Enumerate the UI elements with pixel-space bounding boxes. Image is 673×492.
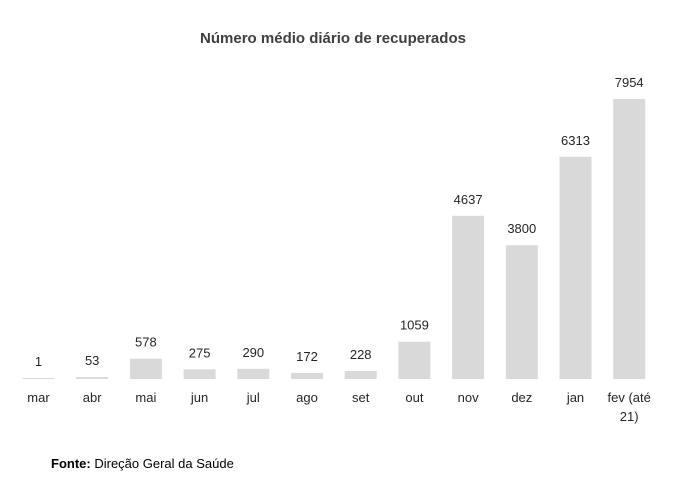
bar-5: [291, 372, 323, 379]
bars-group: [22, 99, 646, 379]
bar-1: [76, 377, 109, 379]
data-label-5: 172: [296, 349, 318, 364]
bar-10: [559, 156, 592, 379]
data-label-6: 228: [350, 347, 372, 362]
tick-label-10: jan: [566, 390, 584, 405]
tick-label-11: fev (até 21): [608, 390, 651, 424]
data-label-7: 1059: [400, 318, 429, 333]
data-label-1: 53: [85, 353, 99, 368]
data-label-11: 7954: [615, 75, 644, 90]
tick-label-1: abr: [83, 390, 102, 405]
bar-9: [505, 245, 538, 379]
tick-label-5: ago: [296, 390, 318, 405]
data-label-3: 275: [189, 345, 211, 360]
data-label-9: 3800: [507, 221, 536, 236]
bar-11: [613, 99, 646, 379]
data-label-0: 1: [35, 354, 42, 369]
bar-3: [183, 369, 216, 379]
source-note: Fonte: Direção Geral da Saúde: [51, 456, 234, 471]
tick-label-2: mai: [135, 390, 156, 405]
chart-title: Número médio diário de recuperados: [200, 30, 466, 47]
x-axis-tick-labels: mar abr mai jun jul ago set out nov dez jan fev (at…: [27, 390, 651, 424]
tick-label-8: nov: [458, 390, 479, 405]
data-label-4: 290: [242, 345, 264, 360]
data-label-8: 4637: [454, 192, 483, 207]
bar-6: [344, 371, 377, 379]
tick-label-7: out: [405, 390, 423, 405]
data-labels-group: 1 53 578 275 290 172 228 1059 4637 3800 6313 7954: [35, 75, 644, 369]
bar-2: [129, 358, 162, 379]
source-label: Fonte:: [51, 456, 91, 471]
data-label-10: 6313: [561, 133, 590, 148]
bar-0: [22, 378, 55, 379]
tick-label-9: dez: [511, 390, 532, 405]
bar-4: [237, 368, 270, 379]
bar-8: [452, 215, 485, 379]
data-label-2: 578: [135, 335, 157, 350]
bar-7: [398, 341, 431, 379]
tick-label-4: jul: [246, 390, 260, 405]
source-text: Direção Geral da Saúde: [94, 456, 234, 471]
tick-label-3: jun: [190, 390, 208, 405]
tick-label-0: mar: [27, 390, 50, 405]
tick-label-6: set: [352, 390, 370, 405]
